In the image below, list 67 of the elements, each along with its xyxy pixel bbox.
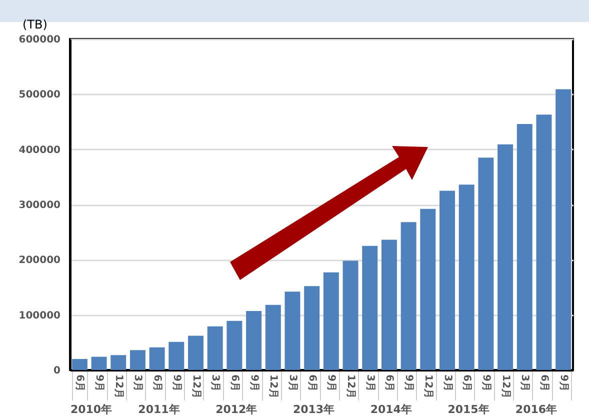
x-tick-label: 3月 — [210, 374, 221, 392]
text: 2016年 — [515, 403, 558, 416]
bar — [265, 304, 281, 370]
y-tick-label: 100000 — [18, 310, 61, 322]
bar — [440, 190, 455, 370]
bar — [246, 310, 262, 370]
y-tick-label: 500000 — [18, 90, 61, 101]
bar — [362, 246, 378, 370]
bar — [91, 356, 107, 370]
bar — [458, 184, 474, 370]
bar — [323, 272, 339, 370]
x-tick-label: 3月 — [286, 374, 298, 392]
x-tick-label: 9月 — [326, 374, 337, 392]
bar — [400, 222, 416, 370]
y-axis-title: (TB) — [22, 18, 48, 32]
y-tick-label: 600000 — [18, 34, 61, 46]
bar — [536, 114, 552, 370]
x-tick-label: 6月 — [461, 374, 472, 392]
x-tick-label: 3月 — [132, 374, 144, 392]
x-tick-label: 9月 — [248, 374, 260, 392]
bar — [188, 336, 204, 370]
bar — [207, 326, 223, 370]
x-tick-label: 6月 — [228, 374, 240, 392]
bar — [478, 158, 494, 370]
x-tick-label: 3月 — [442, 374, 453, 392]
x-tick-label: 12月 — [268, 374, 279, 398]
bar — [72, 358, 88, 370]
x-tick-label: 9月 — [94, 374, 105, 392]
y-tick-label: 0 — [54, 366, 61, 376]
x-tick-label: 3月 — [364, 374, 376, 392]
bar — [516, 124, 532, 370]
bar — [304, 286, 320, 370]
bar — [149, 347, 165, 370]
x-tick-label: 6月 — [152, 374, 163, 392]
bar — [556, 89, 572, 370]
bar — [498, 144, 514, 370]
x-tick-label: 6月 — [306, 374, 318, 392]
bar — [110, 355, 126, 370]
text: 2015年 — [448, 403, 490, 416]
x-tick-label: 6月 — [74, 374, 86, 392]
text: 2014年 — [370, 403, 412, 416]
x-tick-label: 12月 — [345, 374, 356, 398]
bar — [381, 240, 397, 370]
y-tick-label: 400000 — [18, 144, 61, 156]
bar — [284, 292, 300, 370]
x-tick-label: 9月 — [558, 374, 569, 392]
text: 2012年 — [216, 403, 258, 416]
y-tick-label: 300000 — [18, 200, 61, 211]
text: 2010年 — [70, 403, 112, 416]
y-tick-label: 200000 — [18, 255, 61, 266]
bar — [168, 342, 184, 370]
bar — [342, 260, 358, 370]
x-tick-label: 3月 — [519, 374, 530, 392]
x-tick-label: 6月 — [384, 374, 395, 392]
x-tick-label: 12月 — [112, 374, 124, 398]
x-tick-label: 12月 — [190, 374, 202, 398]
bar — [226, 320, 242, 370]
x-tick-label: 12月 — [422, 374, 434, 398]
x-tick-label: 6月 — [538, 374, 550, 392]
text: 2011年 — [138, 403, 180, 416]
text: 2013年 — [292, 403, 335, 416]
x-tick-label: 9月 — [170, 374, 182, 392]
bar — [420, 208, 436, 370]
bar — [130, 350, 146, 370]
x-tick-label: 12月 — [500, 374, 511, 398]
x-tick-label: 9月 — [403, 374, 414, 392]
x-tick-label: 9月 — [480, 374, 492, 392]
